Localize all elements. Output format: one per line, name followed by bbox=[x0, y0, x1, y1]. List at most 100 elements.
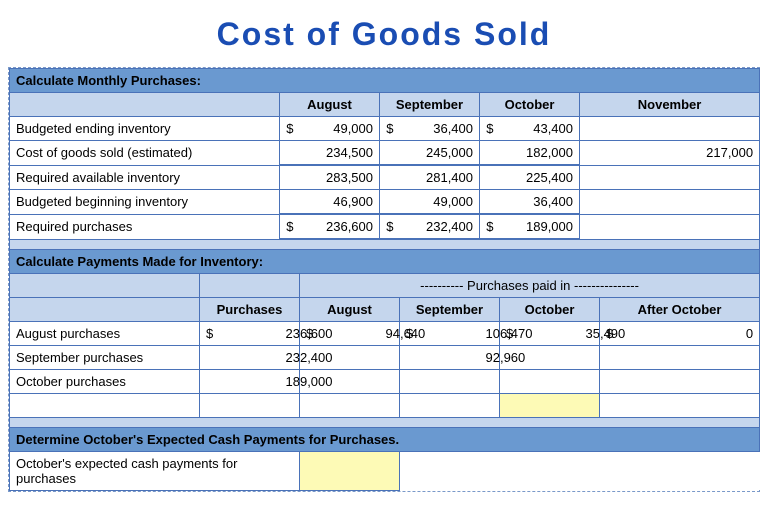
table-row: Required purchases $236,600 $232,400 $18… bbox=[10, 214, 760, 239]
currency-symbol bbox=[380, 141, 400, 166]
table-row: Required available inventory 283,500 281… bbox=[10, 165, 760, 190]
blank-cell bbox=[680, 393, 760, 417]
currency-symbol bbox=[400, 369, 480, 393]
blank-cell bbox=[400, 393, 480, 417]
cell-value: 189,000 bbox=[280, 369, 300, 393]
expected-cash-input[interactable] bbox=[300, 451, 400, 490]
col-november: November bbox=[580, 93, 760, 117]
row-label: Required available inventory bbox=[10, 165, 280, 190]
cogs-table: Calculate Monthly Purchases: August Sept… bbox=[9, 68, 760, 491]
row-label: October's expected cash payments for pur… bbox=[10, 451, 300, 490]
currency-symbol: $ bbox=[200, 321, 280, 345]
blank-cell bbox=[600, 393, 680, 417]
section3-header: Determine October's Expected Cash Paymen… bbox=[10, 427, 760, 451]
row-label: October purchases bbox=[10, 369, 200, 393]
col-blank bbox=[10, 273, 200, 297]
col-september: September bbox=[400, 297, 500, 321]
spacer-row bbox=[10, 239, 760, 249]
page-title: Cost of Goods Sold bbox=[8, 16, 760, 53]
cell-value: 92,960 bbox=[480, 345, 500, 369]
cell-value bbox=[680, 369, 760, 393]
cell-value: 49,000 bbox=[300, 117, 380, 141]
cell-value: 182,000 bbox=[500, 141, 580, 166]
currency-symbol bbox=[480, 141, 500, 166]
cell-value: 36,400 bbox=[400, 117, 480, 141]
currency-symbol bbox=[480, 165, 500, 190]
cell-value bbox=[380, 369, 400, 393]
blank-cell bbox=[10, 393, 200, 417]
cell-value: 245,000 bbox=[400, 141, 480, 166]
table-row: Cost of goods sold (estimated) 234,500 2… bbox=[10, 141, 760, 166]
cell-value: 217,000 bbox=[580, 141, 760, 166]
table-row: October purchases 189,000 bbox=[10, 369, 760, 393]
currency-symbol bbox=[280, 165, 300, 190]
cell-value: 281,400 bbox=[400, 165, 480, 190]
blank-cell bbox=[380, 393, 400, 417]
spanner-label: ---------- Purchases paid in -----------… bbox=[300, 273, 760, 297]
cell-value bbox=[580, 214, 760, 239]
cell-value: 189,000 bbox=[500, 214, 580, 239]
currency-symbol bbox=[200, 345, 280, 369]
row-label: September purchases bbox=[10, 345, 200, 369]
cell-value bbox=[580, 117, 760, 141]
cell-value: 236,600 bbox=[280, 321, 300, 345]
cell-value: 106,470 bbox=[480, 321, 500, 345]
blank-cell bbox=[280, 393, 300, 417]
currency-symbol: $ bbox=[400, 321, 480, 345]
cell-value: 94,640 bbox=[380, 321, 400, 345]
cell-value bbox=[680, 345, 760, 369]
cell-value bbox=[580, 165, 760, 190]
section1-header: Calculate Monthly Purchases: bbox=[10, 69, 760, 93]
currency-symbol bbox=[600, 369, 680, 393]
cell-value: 225,400 bbox=[500, 165, 580, 190]
cell-value: 232,400 bbox=[400, 214, 480, 239]
worksheet-container: Calculate Monthly Purchases: August Sept… bbox=[8, 67, 760, 492]
cell-value: 43,400 bbox=[500, 117, 580, 141]
col-october: October bbox=[500, 297, 600, 321]
currency-symbol bbox=[400, 345, 480, 369]
currency-symbol bbox=[480, 190, 500, 215]
currency-symbol: $ bbox=[380, 214, 400, 239]
section2-header: Calculate Payments Made for Inventory: bbox=[10, 249, 760, 273]
col-august: August bbox=[300, 297, 400, 321]
col-august: August bbox=[280, 93, 380, 117]
table-row bbox=[10, 393, 760, 417]
cell-value: 46,900 bbox=[300, 190, 380, 215]
col-october: October bbox=[480, 93, 580, 117]
col-blank bbox=[200, 273, 300, 297]
table-row: Budgeted ending inventory $49,000 $36,40… bbox=[10, 117, 760, 141]
cell-value bbox=[580, 369, 600, 393]
cell-value: 232,400 bbox=[280, 345, 300, 369]
currency-symbol: $ bbox=[280, 117, 300, 141]
cell-value bbox=[580, 345, 600, 369]
currency-symbol bbox=[200, 369, 280, 393]
cell-value bbox=[580, 190, 760, 215]
row-label: August purchases bbox=[10, 321, 200, 345]
cell-value: 36,400 bbox=[500, 190, 580, 215]
cell-value: 234,500 bbox=[300, 141, 380, 166]
currency-symbol bbox=[280, 190, 300, 215]
currency-symbol bbox=[280, 141, 300, 166]
cell-value: 283,500 bbox=[300, 165, 380, 190]
row-label: Budgeted ending inventory bbox=[10, 117, 280, 141]
cell-value bbox=[480, 369, 500, 393]
col-september: September bbox=[380, 93, 480, 117]
table-row: October's expected cash payments for pur… bbox=[10, 451, 760, 490]
currency-symbol: $ bbox=[600, 321, 680, 345]
currency-symbol: $ bbox=[480, 117, 500, 141]
currency-symbol bbox=[500, 369, 580, 393]
row-label: Required purchases bbox=[10, 214, 280, 239]
blank-cell bbox=[300, 393, 380, 417]
highlight-cell[interactable] bbox=[500, 393, 580, 417]
col-after-october: After October bbox=[600, 297, 760, 321]
blank-cell bbox=[400, 451, 760, 490]
currency-symbol: $ bbox=[300, 321, 380, 345]
spacer-row bbox=[10, 417, 760, 427]
currency-symbol bbox=[600, 345, 680, 369]
table-row: September purchases 232,400 92,960 bbox=[10, 345, 760, 369]
col-purchases: Purchases bbox=[200, 297, 300, 321]
highlight-cell[interactable] bbox=[580, 393, 600, 417]
col-blank bbox=[10, 93, 280, 117]
col-blank bbox=[10, 297, 200, 321]
currency-symbol bbox=[380, 165, 400, 190]
